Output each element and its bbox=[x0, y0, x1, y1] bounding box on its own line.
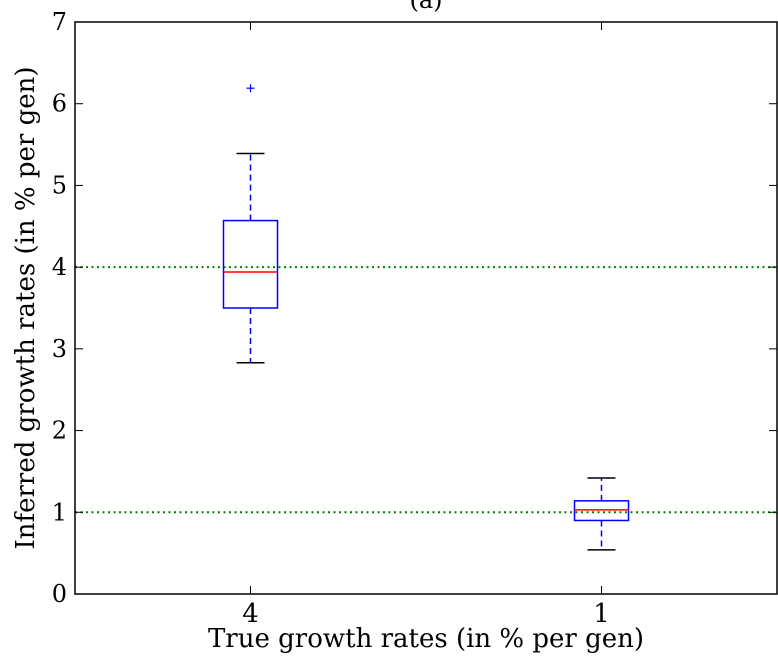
x-tick-label-1: 1 bbox=[593, 599, 610, 629]
y-tick-label-1: 1 bbox=[52, 498, 67, 526]
y-tick-label-4: 4 bbox=[52, 253, 67, 281]
box-4 bbox=[222, 84, 279, 364]
box-1 bbox=[573, 477, 630, 551]
y-tick-label-5: 5 bbox=[52, 171, 67, 199]
boxes-layer bbox=[222, 84, 630, 551]
chart-title: (a) bbox=[409, 0, 442, 14]
axis-ticks: 0 1 2 3 4 5 6 7 4 1 bbox=[52, 8, 777, 629]
box-iqr bbox=[222, 219, 279, 309]
box-iqr bbox=[573, 500, 630, 522]
reference-lines bbox=[75, 266, 777, 514]
y-tick-label-6: 6 bbox=[52, 90, 67, 118]
x-tick-label-0: 4 bbox=[242, 599, 259, 629]
y-tick-label-2: 2 bbox=[52, 417, 67, 445]
y-tick-label-0: 0 bbox=[52, 580, 67, 608]
outlier-0 bbox=[246, 84, 255, 93]
y-tick-label-3: 3 bbox=[52, 335, 67, 363]
y-axis-label: Inferred growth rates (in % per gen) bbox=[11, 66, 41, 549]
x-axis-label: True growth rates (in % per gen) bbox=[208, 624, 644, 654]
plot-area bbox=[74, 21, 778, 595]
y-tick-label-7: 7 bbox=[52, 8, 67, 36]
